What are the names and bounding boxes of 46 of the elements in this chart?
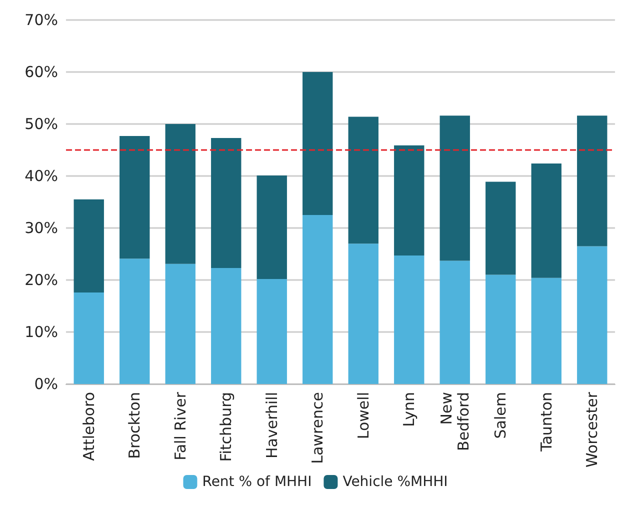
- x-tick-label: Worcester: [583, 391, 602, 468]
- x-tick-label: Lawrence: [308, 392, 327, 464]
- bar: [577, 246, 608, 384]
- legend-label: Rent % of MHHI: [202, 474, 312, 490]
- x-tick-label: Lowell: [354, 392, 372, 440]
- bar: [348, 244, 378, 384]
- bar: [211, 138, 242, 268]
- bar: [165, 124, 196, 264]
- y-tick-label: 60%: [24, 63, 58, 81]
- y-tick-label: 0%: [34, 375, 58, 393]
- bar: [302, 215, 333, 384]
- y-tick-label: 20%: [24, 271, 58, 289]
- bar: [531, 164, 562, 278]
- bar: [486, 274, 516, 384]
- x-tick-label: Attleboro: [80, 392, 98, 461]
- x-tick-label: Taunton: [537, 392, 556, 452]
- bar: [74, 199, 104, 292]
- x-tick-label: New Bedford: [437, 392, 472, 451]
- x-tick-label: Fall River: [171, 391, 190, 460]
- bar: [394, 256, 424, 384]
- bar: [394, 145, 424, 256]
- y-tick-label: 10%: [24, 323, 58, 341]
- bar: [348, 116, 378, 244]
- y-tick-label: 30%: [24, 219, 58, 237]
- bar: [74, 292, 104, 384]
- bar: [165, 264, 196, 384]
- bar: [440, 260, 470, 384]
- bar: [302, 72, 333, 215]
- x-tick-label: Lynn: [400, 392, 418, 427]
- legend-label: Vehicle %MHHI: [342, 474, 448, 490]
- bar: [486, 182, 516, 275]
- x-tick-label: Fitchburg: [217, 392, 236, 462]
- bar: [440, 116, 470, 261]
- bar: [211, 268, 242, 384]
- y-tick-label: 50%: [24, 115, 58, 133]
- bar: [120, 258, 150, 384]
- y-tick-label: 40%: [24, 167, 58, 185]
- bar: [531, 278, 562, 384]
- bar: [577, 116, 608, 246]
- y-tick-label: 70%: [24, 11, 58, 29]
- x-tick-label: Haverhill: [262, 392, 281, 458]
- bar: [120, 136, 150, 259]
- x-tick-label: Salem: [492, 392, 510, 439]
- x-tick-label: Brockton: [126, 392, 144, 459]
- bar: [256, 278, 287, 384]
- bar: [256, 175, 287, 279]
